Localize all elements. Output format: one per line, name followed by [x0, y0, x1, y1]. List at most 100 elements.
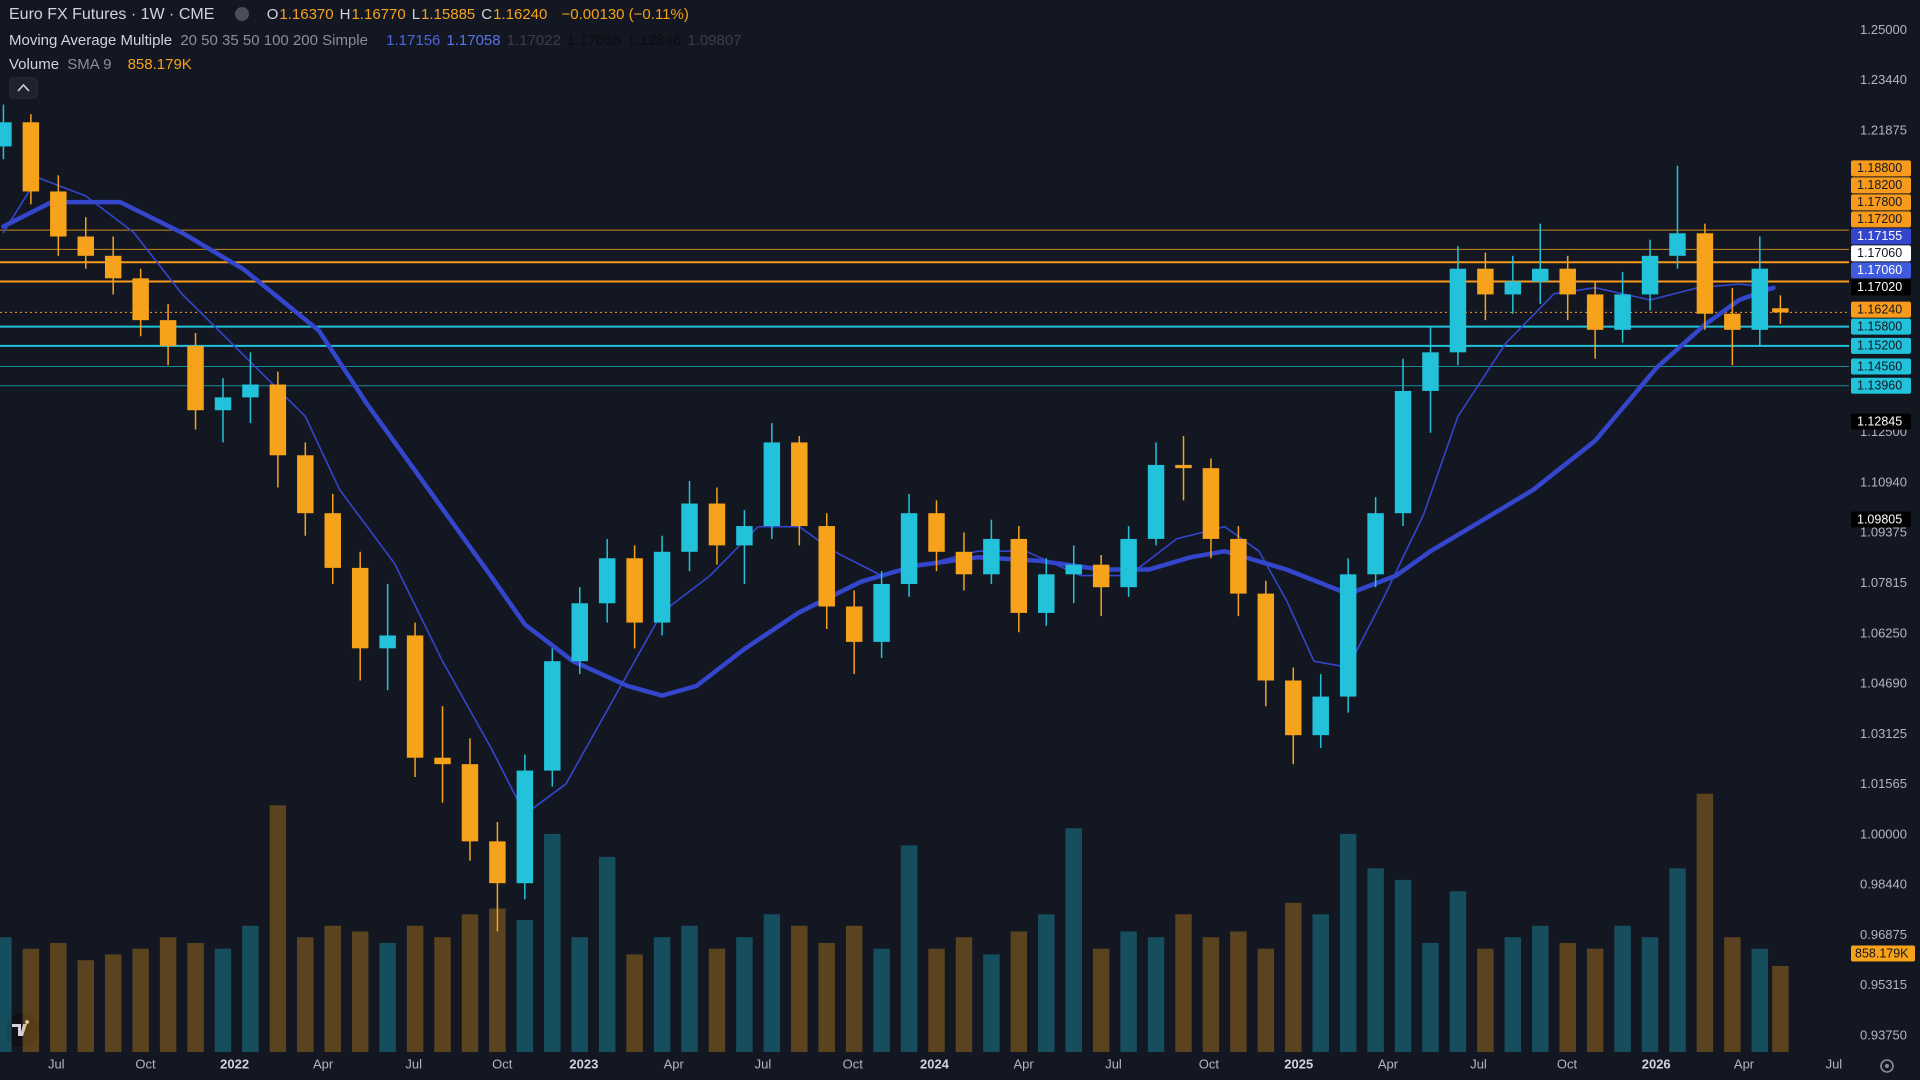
price-badge	[1851, 262, 1911, 279]
volume-bar	[1339, 833, 1357, 1052]
y-tick-label: 1.21875	[1860, 123, 1907, 138]
candle-body	[598, 558, 616, 604]
x-tick-label: Apr	[313, 1056, 334, 1071]
price-badge-label: 1.15800	[1857, 319, 1902, 333]
volume-bar	[544, 833, 561, 1052]
price-badge-label: 1.17155	[1857, 229, 1902, 243]
ma-value: 1.17156	[386, 32, 441, 49]
volume-bar	[187, 942, 204, 1052]
x-tick-label: Apr	[1734, 1056, 1755, 1071]
volume-bar	[1504, 937, 1522, 1052]
level-layer	[0, 229, 1849, 387]
price-badge	[1851, 301, 1911, 318]
x-tick-label: 2023	[569, 1056, 598, 1071]
collapse-button[interactable]	[9, 77, 38, 99]
volume-bar	[1751, 948, 1769, 1052]
volume-bar	[1614, 925, 1631, 1052]
candle-body	[1422, 352, 1439, 391]
logo-mark	[12, 1020, 30, 1036]
candle-body	[461, 764, 479, 842]
price-badge	[1851, 211, 1911, 228]
volume-bar	[516, 920, 534, 1052]
volume-bar	[1422, 942, 1439, 1052]
volume-bar	[1449, 891, 1467, 1052]
x-tick-label: Jul	[48, 1056, 65, 1071]
volume-params: SMA 9	[67, 56, 112, 73]
candle-body	[873, 583, 890, 642]
price-badge-label: 1.14560	[1857, 359, 1902, 373]
volume-bar	[214, 948, 232, 1052]
volume-bar	[104, 954, 122, 1052]
ohlc: O1.16370 H1.16770 L1.15885 C1.16240	[267, 6, 554, 23]
volume-bar	[955, 937, 973, 1052]
y-tick-label: 1.25000	[1860, 22, 1907, 37]
volume-badge	[1851, 945, 1915, 962]
volume-bar	[983, 954, 1000, 1052]
volume-bar	[22, 948, 40, 1052]
legend-row: Volume SMA 9 858.179K	[9, 56, 196, 73]
settings-dot	[1885, 1064, 1889, 1068]
candle-body	[324, 513, 341, 568]
volume-bar	[132, 948, 149, 1052]
volume-bar	[1120, 931, 1137, 1052]
volume-bar	[297, 937, 314, 1052]
y-tick-label: 0.98440	[1860, 877, 1907, 892]
legend-row: Euro FX Futures · 1W · CME O1.16370 H1.16…	[9, 6, 693, 24]
volume-bar	[324, 925, 341, 1052]
volume-bar	[1010, 931, 1028, 1052]
x-tick-label: Jul	[1105, 1056, 1122, 1071]
price-badge-label: 1.12845	[1857, 414, 1902, 428]
x-tick-label: 2026	[1642, 1056, 1671, 1071]
candle-body	[1202, 468, 1220, 539]
collapse-icon	[17, 83, 30, 92]
ma-label[interactable]: Moving Average Multiple	[9, 32, 173, 49]
candle-body	[489, 841, 506, 884]
ohlc-key: C	[481, 6, 493, 23]
y-tick-label: 1.03125	[1860, 726, 1907, 741]
candle-body	[983, 538, 1000, 575]
candle-body	[1147, 464, 1165, 539]
volume-bar	[1065, 828, 1082, 1052]
ma-value: 1.09807	[687, 32, 742, 49]
candle-body	[1504, 281, 1522, 295]
candle-body	[1614, 294, 1631, 330]
price-badge-label: 1.18800	[1857, 161, 1902, 175]
volume-bar	[1367, 868, 1384, 1052]
ma-value: 1.17022	[506, 32, 561, 49]
candle-body	[406, 635, 424, 758]
symbol[interactable]: Euro FX Futures · 1W · CME	[9, 6, 215, 23]
candle-body	[1394, 390, 1412, 514]
price-badge	[1851, 358, 1911, 375]
volume-bar	[461, 914, 479, 1052]
volume-label[interactable]: Volume	[9, 56, 60, 73]
y-tick-label: 0.93750	[1860, 1027, 1907, 1042]
volume-bar	[736, 937, 753, 1052]
hide-icon[interactable]	[234, 7, 249, 21]
volume-bar	[1724, 937, 1741, 1052]
ma-value: 1.12846	[627, 32, 682, 49]
price-badge	[1851, 511, 1911, 528]
x-tick-label: Oct	[843, 1056, 864, 1071]
price-badge-label: 1.13960	[1857, 379, 1902, 393]
candle-body	[434, 757, 451, 765]
price-badge	[1851, 279, 1911, 296]
ma-params: 20 50 35 50 100 200 Simple	[180, 32, 368, 49]
settings-button[interactable]	[1880, 1059, 1894, 1073]
x-tick-label: Oct	[492, 1056, 513, 1071]
price-badge-label: 1.17200	[1857, 212, 1902, 226]
y-tick-label: 0.96875	[1860, 927, 1907, 942]
price-badge	[1851, 377, 1911, 394]
volume-bar	[0, 937, 12, 1052]
candle-body	[928, 513, 945, 552]
price-badge	[1851, 177, 1911, 194]
x-tick-label: 2024	[920, 1056, 950, 1071]
candle-body	[1559, 268, 1576, 295]
candle-body	[1230, 538, 1247, 594]
volume-bar	[77, 960, 94, 1052]
candle-body	[1312, 696, 1329, 736]
price-badge-label: 1.16240	[1857, 302, 1902, 316]
price-badge	[1851, 228, 1911, 245]
x-tick-label: Jul	[1826, 1056, 1843, 1071]
candle-body	[22, 122, 40, 192]
